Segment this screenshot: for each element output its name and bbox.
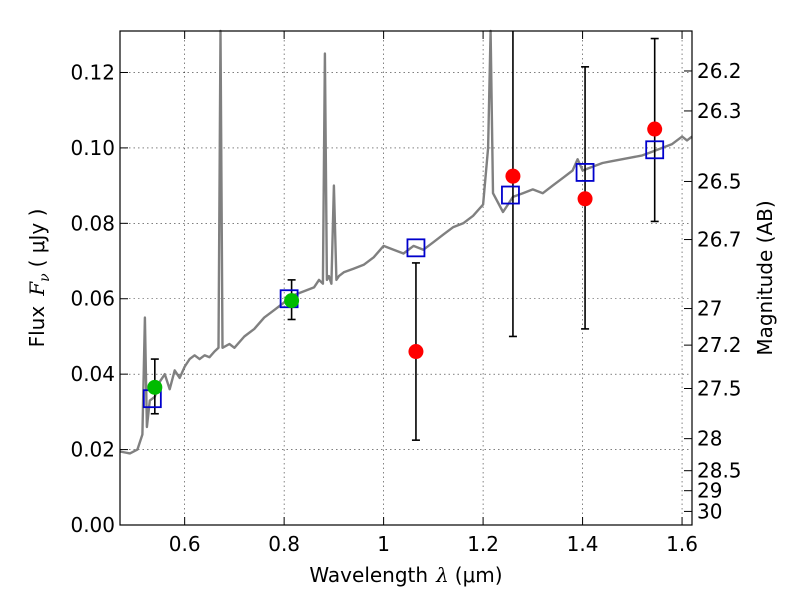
photometry-point (408, 344, 424, 360)
x-tick-label: 0.8 (268, 532, 300, 556)
x-tick-label: 1.6 (666, 532, 698, 556)
y-axis-subscript: ν (37, 273, 53, 282)
y-tick-label: 0.04 (70, 362, 115, 386)
magnitude-tick-label: 28.5 (697, 459, 742, 483)
y-tick-label: 0.06 (70, 287, 115, 311)
spectrum-line (119, 29, 693, 455)
magnitude-tick-label: 29 (697, 479, 722, 503)
magnitude-tick-label: 27.5 (697, 376, 742, 400)
y-axis-title: Flux Fν ( μJy ) (25, 209, 53, 348)
magnitude-tick-label: 26.7 (697, 228, 742, 252)
plot-frame (119, 30, 693, 526)
marker-layer (142, 121, 665, 409)
x-tick-labels: 0.6 0.8 1 1.2 1.4 1.6 (169, 532, 698, 556)
photometry-point (577, 191, 593, 207)
y-tick-label: 0.10 (70, 136, 115, 160)
x-axis-symbol: λ (435, 563, 449, 587)
x-axis-label: Wavelength (309, 563, 428, 587)
model-square-marker (575, 163, 595, 182)
photometry-point (284, 293, 300, 309)
y-tick-label: 0.12 (70, 60, 115, 84)
x-tick-label: 1 (377, 532, 390, 556)
model-square-marker (645, 140, 665, 160)
tick-layer (120, 31, 692, 526)
magnitude-tick-label: 26.3 (697, 99, 742, 123)
y-tick-labels: 0.00 0.02 0.04 0.06 0.08 0.10 0.12 (70, 60, 115, 537)
magnitude-tick-label: 26.2 (697, 59, 742, 83)
y-axis-unit: ( μJy ) (25, 209, 49, 268)
x-tick-label: 1.4 (567, 532, 599, 556)
y-axis-label: Flux (25, 306, 49, 348)
y-tick-label: 0.02 (70, 438, 115, 462)
model-square-marker (406, 238, 426, 258)
magnitude-tick-label: 27 (697, 297, 722, 321)
x-tick-label: 0.6 (169, 532, 201, 556)
y-axis-symbol: F (25, 281, 49, 297)
photometry-point (505, 168, 521, 184)
magnitude-tick-label: 30 (697, 499, 722, 523)
x-axis-unit: (μm) (455, 563, 503, 587)
y-tick-label: 0.08 (70, 211, 115, 235)
grid (120, 31, 692, 526)
magnitude-tick-label: 28 (697, 427, 722, 451)
spectrum-layer (119, 29, 693, 455)
magnitude-tick-label: 26.5 (697, 169, 742, 193)
photometry-point (647, 121, 663, 137)
y-tick-label: 0.00 (70, 513, 115, 537)
x-axis-title: Wavelength λ (μm) (309, 563, 502, 587)
magnitude-tick-label: 27.2 (697, 333, 742, 357)
magnitude-axis-title: Magnitude (AB) (753, 200, 777, 355)
photometry-point (147, 379, 163, 395)
model-square-marker (501, 185, 520, 205)
x-tick-label: 1.2 (467, 532, 499, 556)
